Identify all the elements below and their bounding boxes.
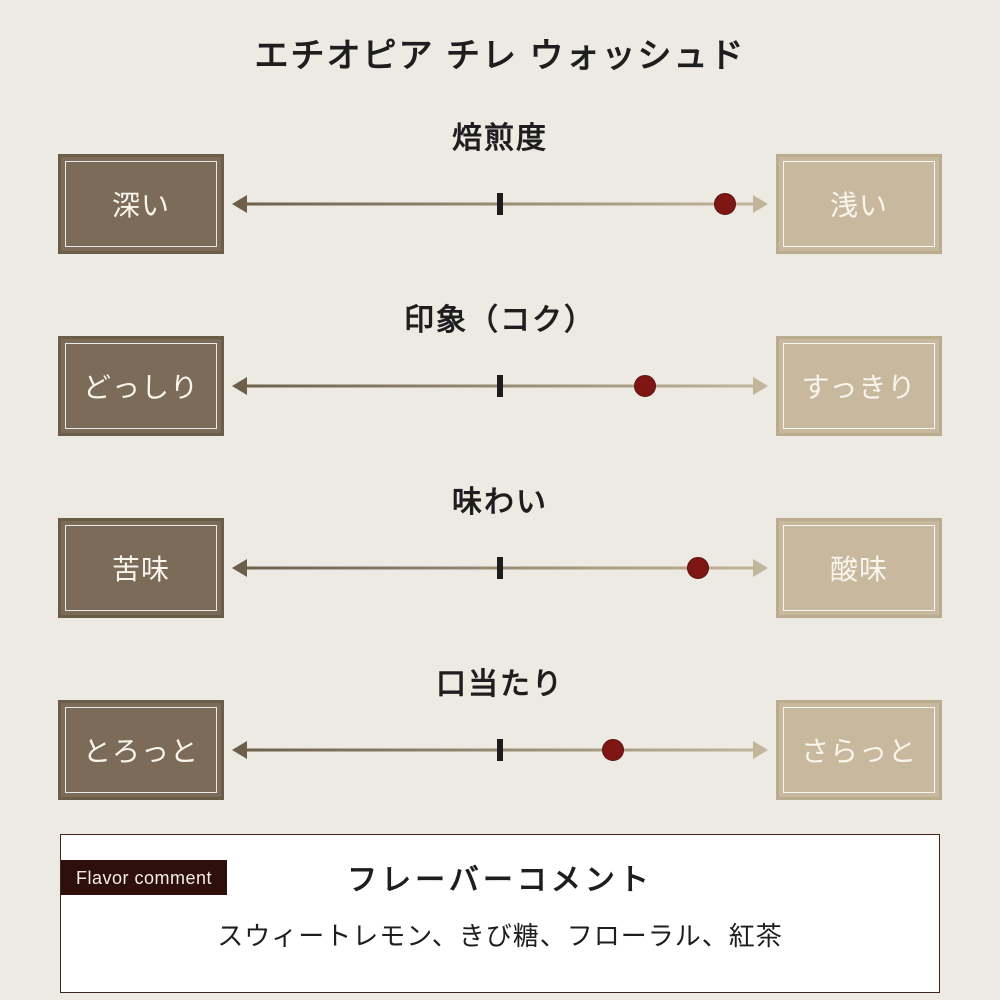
arrow-right-icon — [753, 194, 768, 213]
page-title: エチオピア チレ ウォッシュド — [254, 37, 746, 75]
arrow-right-icon — [753, 740, 768, 759]
scale-row: 苦味 酸味 — [0, 517, 1000, 618]
center-tick — [497, 738, 503, 761]
arrow-left-icon — [232, 558, 247, 577]
scale-track — [232, 336, 768, 436]
value-dot — [601, 738, 624, 761]
right-label: 酸味 — [829, 553, 888, 585]
left-label: どっしり — [82, 371, 199, 403]
scale-track — [232, 700, 768, 800]
right-label-box: すっきり — [776, 335, 942, 436]
right-label-box: 浅い — [776, 153, 942, 254]
arrow-left-icon — [232, 740, 247, 759]
center-tick — [497, 556, 503, 579]
scale-row: どっしり すっきり — [0, 335, 1000, 436]
scale-title-impression-body: 印象（コク） — [404, 303, 596, 337]
scale-title-mouthfeel: 口当たり — [436, 667, 564, 701]
center-tick — [497, 374, 503, 397]
scale-track — [232, 154, 768, 254]
scale-title-taste: 味わい — [452, 485, 548, 519]
right-label: さらっと — [800, 735, 917, 767]
flavor-comment-badge: Flavor comment — [61, 859, 228, 895]
flavor-comment-box: Flavor comment フレーバーコメント スウィートレモン、きび糖、フロ… — [60, 833, 940, 993]
value-dot — [714, 192, 737, 215]
arrow-left-icon — [232, 194, 247, 213]
left-label-box: どっしり — [58, 335, 224, 436]
right-label: 浅い — [829, 189, 888, 221]
left-label: 苦味 — [111, 553, 170, 585]
arrow-right-icon — [753, 558, 768, 577]
left-label-box: 深い — [58, 153, 224, 254]
arrow-right-icon — [753, 376, 768, 395]
center-tick — [497, 192, 503, 215]
scale-impression-body: 印象（コク） どっしり すっきり — [0, 303, 1000, 436]
value-dot — [687, 556, 710, 579]
scale-row: 深い 浅い — [0, 153, 1000, 254]
left-label: とろっと — [82, 735, 199, 767]
right-label: すっきり — [801, 371, 917, 403]
scale-roast-level: 焙煎度 深い 浅い — [0, 121, 1000, 254]
left-label-box: とろっと — [58, 699, 224, 800]
scale-taste: 味わい 苦味 酸味 — [0, 485, 1000, 618]
arrow-left-icon — [232, 376, 247, 395]
scale-title-roast-level: 焙煎度 — [452, 121, 548, 155]
flavor-comment-heading: フレーバーコメント — [347, 863, 653, 897]
scale-row: とろっと さらっと — [0, 699, 1000, 800]
right-label-box: さらっと — [776, 699, 942, 800]
scale-track — [232, 518, 768, 618]
scale-mouthfeel: 口当たり とろっと さらっと — [0, 667, 1000, 800]
value-dot — [633, 374, 656, 397]
left-label: 深い — [111, 189, 170, 221]
flavor-comment-text: スウィートレモン、きび糖、フローラル、紅茶 — [217, 920, 783, 951]
left-label-box: 苦味 — [58, 517, 224, 618]
right-label-box: 酸味 — [776, 517, 942, 618]
